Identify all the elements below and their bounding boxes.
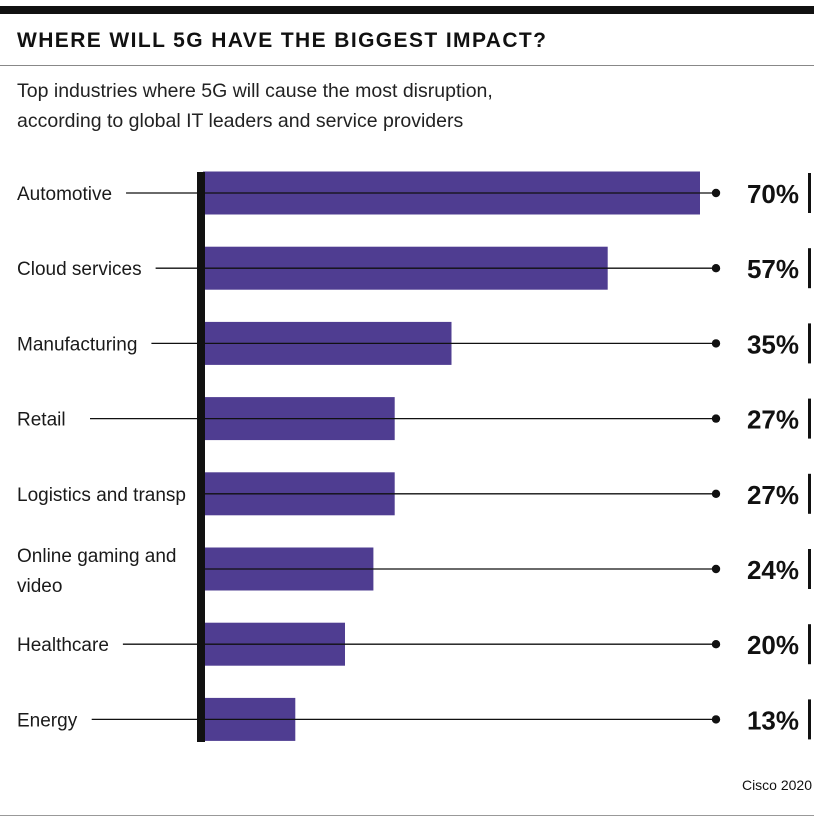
category-label: Manufacturing bbox=[17, 334, 137, 355]
category-label: Retail bbox=[17, 410, 66, 431]
category-label: Online gaming and video bbox=[17, 546, 177, 597]
leader-dot bbox=[711, 564, 721, 574]
category-label: Healthcare bbox=[17, 635, 109, 656]
value-tick bbox=[808, 173, 811, 213]
category-label: Energy bbox=[17, 710, 78, 731]
subtitle-line-1: Top industries where 5G will cause the m… bbox=[17, 80, 493, 102]
category-label: Automotive bbox=[17, 184, 112, 205]
category-label-line: Online gaming and bbox=[17, 546, 177, 567]
chart-subtitle: Top industries where 5G will cause the m… bbox=[17, 76, 717, 136]
value-label: 70% bbox=[747, 179, 799, 209]
title-divider bbox=[0, 65, 814, 66]
value-label: 13% bbox=[747, 705, 799, 735]
value-tick bbox=[808, 699, 811, 740]
category-label-line: Retail bbox=[17, 410, 66, 431]
value-tick bbox=[808, 549, 811, 589]
leader-dot bbox=[711, 264, 721, 273]
subtitle-line-2: according to global IT leaders and servi… bbox=[17, 110, 464, 132]
top-rule bbox=[0, 6, 814, 14]
bottom-rule bbox=[0, 815, 814, 816]
category-label: Logistics and transp bbox=[17, 485, 186, 506]
source-note: Cisco 2020 bbox=[741, 777, 812, 793]
value-label: 27% bbox=[747, 480, 799, 510]
category-label-line: Healthcare bbox=[17, 635, 109, 656]
value-label: 35% bbox=[747, 329, 799, 359]
category-label-line: Cloud services bbox=[17, 259, 142, 280]
value-label: 24% bbox=[747, 555, 799, 585]
value-tick bbox=[808, 248, 811, 289]
category-axis bbox=[197, 172, 205, 742]
value-tick bbox=[808, 624, 811, 665]
leader-dot bbox=[711, 715, 721, 724]
leader-dot bbox=[711, 339, 721, 348]
category-label-line: video bbox=[17, 576, 62, 597]
value-tick bbox=[808, 398, 811, 439]
value-label: 57% bbox=[747, 254, 799, 284]
value-tick bbox=[808, 473, 811, 514]
leader-dot bbox=[711, 188, 721, 198]
value-label: 20% bbox=[747, 630, 799, 660]
leader-dot bbox=[711, 489, 721, 498]
leader-dot bbox=[711, 640, 721, 649]
category-label-line: Logistics and transp bbox=[17, 485, 186, 506]
category-label-line: Automotive bbox=[17, 184, 112, 205]
category-label-line: Energy bbox=[17, 710, 78, 731]
value-tick bbox=[808, 323, 811, 364]
category-label: Cloud services bbox=[17, 259, 142, 280]
leader-dot bbox=[711, 414, 721, 423]
value-label: 27% bbox=[747, 405, 799, 435]
chart-title: WHERE WILL 5G HAVE THE BIGGEST IMPACT? bbox=[17, 29, 548, 52]
category-label-line: Manufacturing bbox=[17, 334, 137, 355]
